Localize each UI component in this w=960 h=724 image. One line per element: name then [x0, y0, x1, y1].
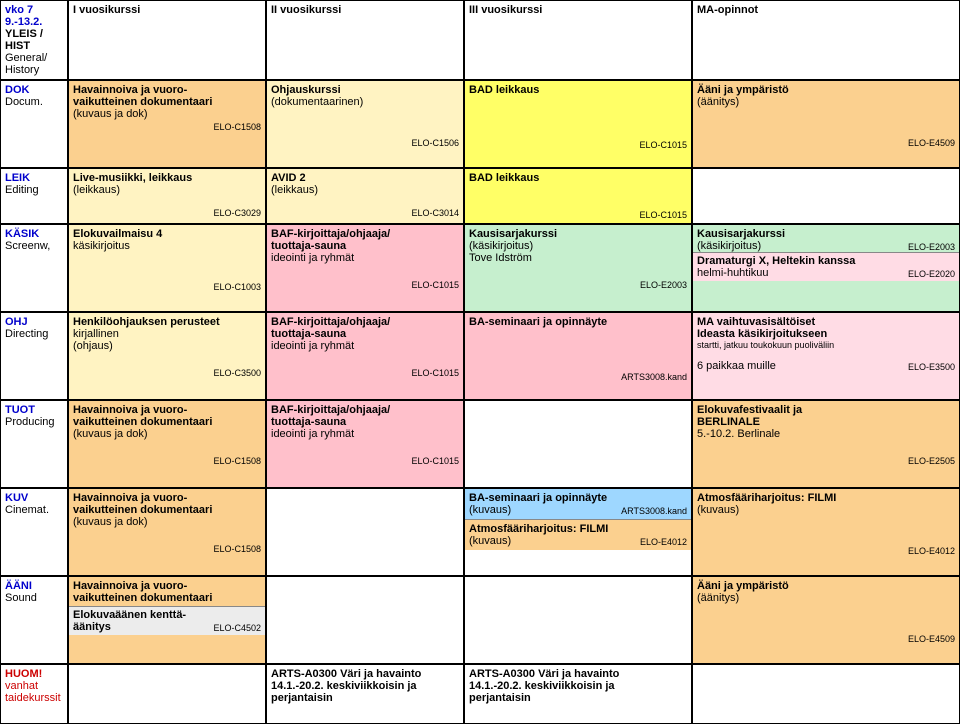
- kasik-c1: Elokuvailmaisu 4 käsikirjoitus ELO-C1003: [68, 224, 266, 312]
- kasik-c2: BAF-kirjoittaja/ohjaaja/ tuottaja-sauna …: [266, 224, 464, 312]
- dok-c1: Havainnoiva ja vuoro- vaikutteinen dokum…: [68, 80, 266, 168]
- code: ELO-C3500: [73, 366, 261, 378]
- row-label-kasik: KÄSIK Screenw,: [0, 224, 68, 312]
- col-header-2: II vuosikurssi: [266, 0, 464, 80]
- col-header-4: MA-opinnot: [692, 0, 960, 80]
- leik-c2: AVID 2 (leikkaus) ELO-C3014: [266, 168, 464, 224]
- kasik-c3: Kausisarjakurssi (käsikirjoitus) Tove Id…: [464, 224, 692, 312]
- schedule-table: vko 7 9.-13.2. YLEIS / HIST General/ His…: [0, 0, 960, 724]
- yleis-2: HIST: [5, 40, 63, 52]
- code: ELO-E4509: [697, 632, 955, 644]
- header-rowlabel: vko 7 9.-13.2. YLEIS / HIST General/ His…: [0, 0, 68, 80]
- code: ELO-E2020: [908, 267, 955, 279]
- code: ELO-E4012: [697, 544, 955, 556]
- ohj-c2: BAF-kirjoittaja/ohjaaja/ tuottaja-sauna …: [266, 312, 464, 400]
- leik-c3: BAD leikkaus ELO-C1015: [464, 168, 692, 224]
- huom-c2: ARTS-A0300 Väri ja havainto 14.1.-20.2. …: [266, 664, 464, 724]
- row-label-huom: HUOM! vanhat taidekurssit: [0, 664, 68, 724]
- dok-c4: Ääni ja ympäristö (äänitys) ELO-E4509: [692, 80, 960, 168]
- code: ARTS3008.kand: [469, 370, 687, 382]
- code: ELO-C3014: [271, 206, 459, 218]
- code: ELO-C1015: [271, 366, 459, 378]
- kuv-c3: BA-seminaari ja opinnäyte (kuvaus) ARTS3…: [464, 488, 692, 576]
- ohj-c4: MA vaihtuvasisältöiset Ideasta käsikirjo…: [692, 312, 960, 400]
- row-label-ohj: OHJ Directing: [0, 312, 68, 400]
- code: ELO-C1506: [271, 136, 459, 148]
- code: ELO-C1508: [73, 454, 261, 466]
- code: ARTS3008.kand: [621, 504, 687, 516]
- leik-c4: [692, 168, 960, 224]
- yleis-1: YLEIS /: [5, 28, 63, 40]
- row-label-dok: DOK Docum.: [0, 80, 68, 168]
- row-label-aani: ÄÄNI Sound: [0, 576, 68, 664]
- dok-c2: Ohjauskurssi (dokumentaarinen) ELO-C1506: [266, 80, 464, 168]
- kuv-c1: Havainnoiva ja vuoro- vaikutteinen dokum…: [68, 488, 266, 576]
- huom-c4: [692, 664, 960, 724]
- code: ELO-C1508: [73, 542, 261, 554]
- week-dates: 9.-13.2.: [5, 16, 63, 28]
- code: ELO-E3500: [908, 360, 955, 372]
- tuot-c3: [464, 400, 692, 488]
- aani-c1: Havainnoiva ja vuoro- vaikutteinen dokum…: [68, 576, 266, 664]
- tuot-c2: BAF-kirjoittaja/ohjaaja/ tuottaja-sauna …: [266, 400, 464, 488]
- col-header-1: I vuosikurssi: [68, 0, 266, 80]
- aani-c3: [464, 576, 692, 664]
- code: ELO-C1508: [73, 120, 261, 132]
- aani-c2: [266, 576, 464, 664]
- code: ELO-E2505: [697, 454, 955, 466]
- code: ELO-E2003: [908, 240, 955, 252]
- code: ELO-E4012: [640, 535, 687, 547]
- code: ELO-C1015: [469, 138, 687, 150]
- huom-c3: ARTS-A0300 Väri ja havainto 14.1.-20.2. …: [464, 664, 692, 724]
- huom-c1: [68, 664, 266, 724]
- kuv-c4: Atmosfääriharjoitus: FILMI (kuvaus) ELO-…: [692, 488, 960, 576]
- ohj-c3: BA-seminaari ja opinnäyte ARTS3008.kand: [464, 312, 692, 400]
- code: ELO-C4502: [213, 621, 261, 633]
- dok-c3: BAD leikkaus ELO-C1015: [464, 80, 692, 168]
- code: ELO-E4509: [697, 136, 955, 148]
- code: ELO-C1015: [271, 454, 459, 466]
- code: ELO-C1003: [73, 280, 261, 292]
- leik-c1: Live-musiikki, leikkaus (leikkaus) ELO-C…: [68, 168, 266, 224]
- col-header-3: III vuosikurssi: [464, 0, 692, 80]
- code: ELO-C3029: [73, 206, 261, 218]
- kasik-c4: Kausisarjakurssi (käsikirjoitus) ELO-E20…: [692, 224, 960, 312]
- code: ELO-C1015: [271, 278, 459, 290]
- row-label-leik: LEIK Editing: [0, 168, 68, 224]
- yleis-3: General/: [5, 52, 63, 64]
- row-label-kuv: KUV Cinemat.: [0, 488, 68, 576]
- code: ELO-E2003: [469, 278, 687, 290]
- tuot-c1: Havainnoiva ja vuoro- vaikutteinen dokum…: [68, 400, 266, 488]
- ohj-c1: Henkilöohjauksen perusteet kirjallinen (…: [68, 312, 266, 400]
- week-label: vko 7: [5, 4, 63, 16]
- row-label-tuot: TUOT Producing: [0, 400, 68, 488]
- yleis-4: History: [5, 64, 63, 76]
- kuv-c2: [266, 488, 464, 576]
- code: ELO-C1015: [469, 208, 687, 220]
- aani-c4: Ääni ja ympäristö (äänitys) ELO-E4509: [692, 576, 960, 664]
- tuot-c4: Elokuvafestivaalit ja BERLINALE 5.-10.2.…: [692, 400, 960, 488]
